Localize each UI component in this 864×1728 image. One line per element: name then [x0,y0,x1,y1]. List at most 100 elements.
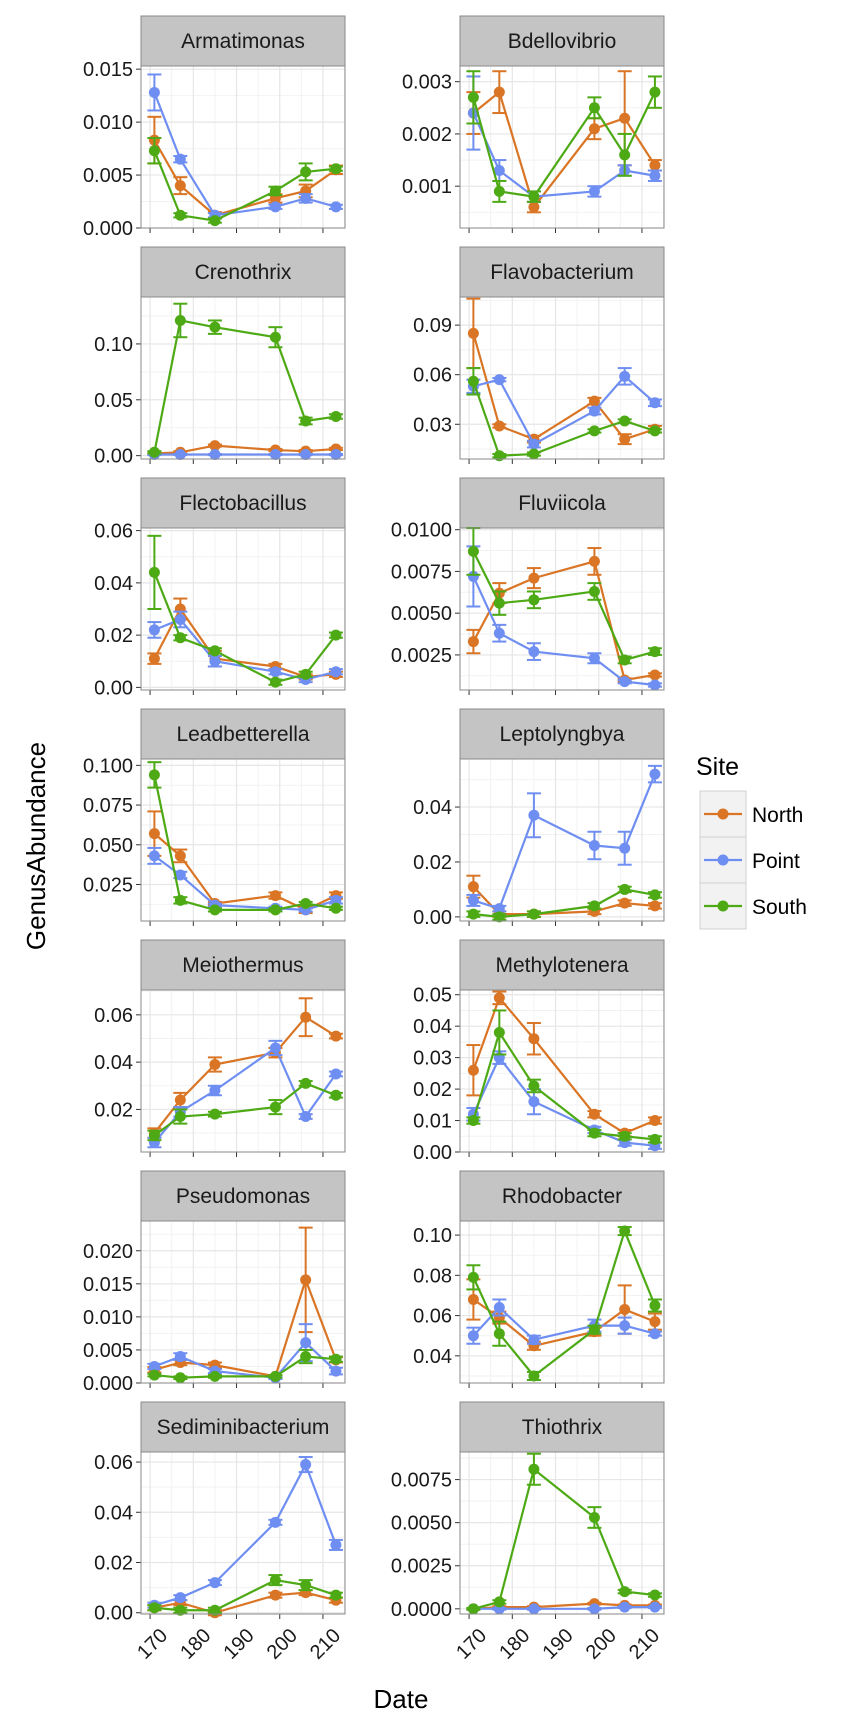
data-point [493,911,505,923]
facet-strip [459,708,665,760]
facet-panel: Flavobacterium 0.03 0.06 0.09 [413,246,665,464]
data-point [467,636,479,648]
legend-label: North [752,804,803,827]
data-point [148,1369,160,1381]
data-point [269,890,281,902]
legend-label: South [752,896,807,919]
data-point [330,666,342,678]
data-point [588,425,600,437]
y-tick-label: 0.015 [83,1274,133,1296]
data-point [649,86,661,98]
facet-strip [140,1401,346,1453]
series-point [466,545,662,691]
y-tick-label: 0.06 [94,1452,133,1474]
panel-border [459,1451,665,1615]
facet-panel: Leptolyngbya 0.00 0.02 0.04 [413,708,665,929]
data-point [174,1351,186,1363]
x-tick-label: 170 [452,1625,491,1664]
facet-panel: Methylotenera 0.00 0.01 0.02 0.03 0.04 0.05 [413,939,665,1164]
y-tick-label: 0.100 [83,755,133,777]
data-point [269,666,281,678]
series-south [466,883,662,923]
facet-title: Leptolyngbya [500,723,625,746]
data-point [269,449,281,461]
data-point [467,908,479,920]
facet-panel: Rhodobacter 0.04 0.06 0.08 0.10 [413,1170,665,1388]
data-point [619,1304,631,1316]
data-point [174,209,186,221]
data-point [649,1316,661,1328]
facet-title: Meiothermus [182,954,303,977]
facet-panel: Flectobacillus 0.00 0.02 0.04 0.06 [94,477,346,699]
data-point [493,1328,505,1340]
data-point [330,1030,342,1042]
data-point [619,433,631,445]
data-point [300,192,312,204]
data-point [467,881,479,893]
data-point [619,1320,631,1332]
series-south [466,1009,662,1145]
y-tick-label: 0.005 [83,165,133,187]
data-point [148,1602,160,1614]
legend-label: Point [752,850,800,873]
panel-border [459,296,665,460]
data-point [269,1516,281,1528]
data-point [300,1011,312,1023]
plot-background [460,759,664,921]
y-tick-label: 0.010 [83,1307,133,1329]
facet-title: Thiothrix [522,1416,603,1439]
data-point [209,645,221,657]
data-point [619,1586,631,1598]
data-point [330,902,342,914]
data-point [148,86,160,98]
data-point [148,446,160,458]
panel-border [459,1220,665,1384]
y-tick-label: 0.0075 [391,1470,452,1492]
legend: Site North Point South [696,753,807,930]
data-point [528,1033,540,1045]
data-point [588,555,600,567]
data-point [528,1080,540,1092]
data-point [649,768,661,780]
data-point [148,1129,160,1141]
data-point [493,903,505,915]
facet-strip [459,1401,665,1453]
data-point [174,613,186,625]
legend-item-south: South [699,882,807,930]
y-tick-label: 0.0050 [391,603,452,625]
data-point [269,676,281,688]
data-point [174,180,186,192]
series-north [466,70,662,214]
data-point [528,1370,540,1382]
facet-strip [459,939,665,991]
data-point [528,448,540,460]
data-point [493,992,505,1004]
data-point [493,1596,505,1608]
data-point [588,123,600,135]
data-point [148,653,160,665]
legend-key-point [717,808,729,820]
y-tick-label: 0.0000 [391,1599,452,1621]
data-point [649,159,661,171]
y-tick-label: 0.00 [413,907,452,929]
data-point [493,86,505,98]
data-point [493,597,505,609]
facet-title: Bdellovibrio [508,30,617,53]
series-south [147,302,343,458]
y-tick-label: 0.0050 [391,1513,452,1535]
data-point [528,908,540,920]
series-line [153,1015,337,1134]
data-point [148,850,160,862]
y-tick-label: 0.10 [413,1225,452,1247]
facet-title: Fluviicola [518,492,606,515]
panel-border [140,989,346,1153]
panel-border [140,65,346,229]
data-point [467,375,479,387]
data-point [493,374,505,386]
data-point [269,331,281,343]
data-point [528,594,540,606]
series-south [147,761,343,916]
data-point [619,370,631,382]
data-point [649,1133,661,1145]
x-axis-title: Date [374,1684,429,1714]
